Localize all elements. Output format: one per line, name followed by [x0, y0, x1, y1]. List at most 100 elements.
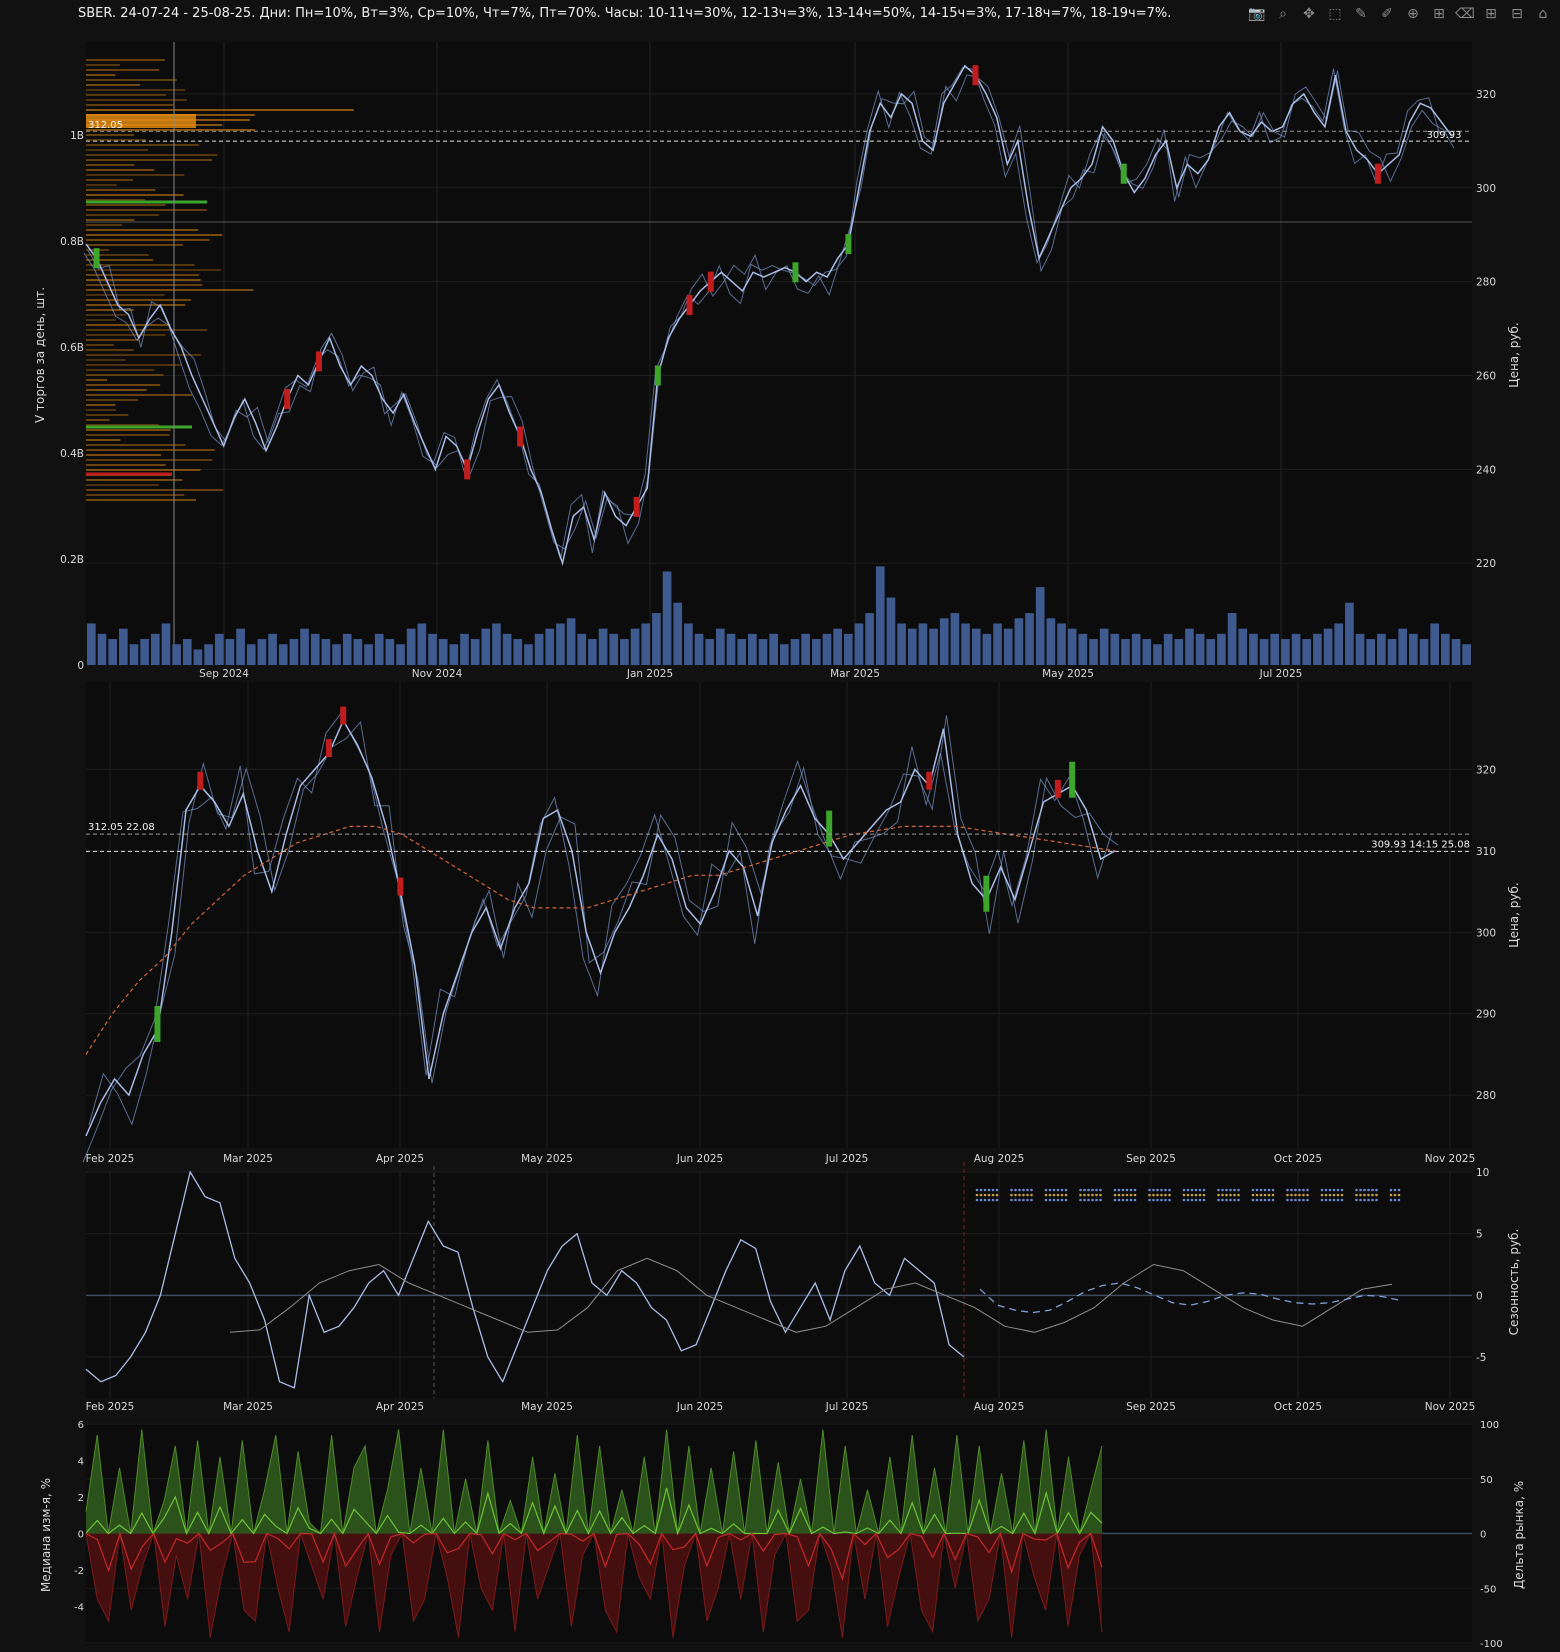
volume-bar [897, 623, 906, 665]
home-icon[interactable]: ⌂ [1538, 6, 1548, 22]
camera-icon[interactable]: 📷 [1248, 6, 1266, 22]
y-left-tick-label: 0.2B [60, 554, 84, 566]
y-right-axis-title: Цена, руб. [1507, 322, 1521, 387]
box-select-icon[interactable]: ⬚ [1328, 6, 1342, 22]
pan-icon[interactable]: ✥ [1303, 6, 1315, 22]
dot-marker [1168, 1193, 1171, 1197]
y-left-tick-label: 2 [78, 1493, 84, 1504]
dot-marker [1194, 1198, 1198, 1202]
dot-marker [1363, 1188, 1366, 1192]
dot-marker [1121, 1193, 1125, 1197]
volume-bar [1345, 602, 1354, 665]
dot-marker [1164, 1198, 1167, 1202]
dot-marker [1375, 1198, 1378, 1202]
volume-bar [300, 628, 309, 665]
x-tick-label: May 2025 [521, 1153, 573, 1165]
dot-marker [1389, 1193, 1393, 1197]
dot-marker [1095, 1188, 1098, 1192]
plot-area-3 [86, 1172, 1472, 1398]
dot-marker [995, 1188, 999, 1192]
draw-path-icon[interactable]: ✐ [1381, 6, 1393, 22]
price-line-main [85, 64, 1453, 567]
y-right-tick-label: -50 [1480, 1584, 1496, 1595]
volume-bar [438, 639, 448, 665]
zoom-out-icon[interactable]: ⊟ [1511, 6, 1523, 22]
volume-bar [385, 639, 395, 665]
volume-bar [1366, 639, 1376, 665]
x-tick-label: Jul 2025 [1259, 668, 1303, 680]
y-left-tick-label: 0.8B [60, 236, 84, 248]
dot-marker [1064, 1198, 1068, 1202]
x-tick-label: Mar 2025 [223, 1401, 273, 1413]
volume-bar [1185, 628, 1194, 665]
erase-icon[interactable]: ⌫ [1455, 6, 1475, 22]
dot-marker [1393, 1188, 1397, 1192]
volume-bar [1259, 639, 1269, 665]
draw-line-icon[interactable]: ✎ [1355, 6, 1367, 22]
y-left-tick-label: 0.4B [60, 448, 84, 460]
volume-bar [257, 639, 267, 665]
volume-bar [790, 639, 800, 665]
volume-bar [87, 623, 96, 665]
dot-marker [1152, 1198, 1155, 1202]
dot-marker [1367, 1198, 1370, 1202]
volume-bar [1153, 644, 1162, 665]
volume-bar [1163, 633, 1173, 665]
dot-marker [983, 1188, 987, 1192]
dot-marker [1336, 1198, 1340, 1202]
dot-marker [1182, 1198, 1186, 1202]
draw-rect-icon[interactable]: ⊞ [1433, 6, 1445, 22]
dot-marker [1160, 1188, 1163, 1192]
level-label: 309.93 14:15 25.08 [1371, 839, 1470, 850]
volume-bar [1387, 639, 1397, 665]
dot-marker [1056, 1198, 1060, 1202]
dot-marker [1160, 1198, 1163, 1202]
dot-marker [1202, 1193, 1206, 1197]
dot-marker [1125, 1198, 1129, 1202]
volume-bar [1323, 628, 1333, 665]
dot-marker [987, 1198, 991, 1202]
volume-bar [492, 623, 501, 665]
dot-marker [1190, 1198, 1194, 1202]
median-change-positive [85, 1487, 1103, 1536]
volume-bar [705, 639, 715, 665]
dot-marker [1148, 1193, 1151, 1197]
dot-marker [1306, 1198, 1309, 1202]
dot-marker [1083, 1193, 1086, 1197]
dot-marker [1117, 1188, 1121, 1192]
draw-circle-icon[interactable]: ⊕ [1407, 6, 1419, 22]
dot-marker [1148, 1188, 1151, 1192]
dot-marker [1010, 1198, 1013, 1202]
volume-bar [566, 618, 576, 665]
dot-marker [1129, 1188, 1133, 1192]
dot-marker [1328, 1188, 1332, 1192]
dot-marker [1022, 1198, 1025, 1202]
dot-marker [1044, 1198, 1048, 1202]
dot-marker [1221, 1198, 1224, 1202]
zoom-in-icon[interactable]: ⊞ [1485, 6, 1497, 22]
volume-bar [811, 639, 821, 665]
zoom-icon[interactable]: ⌕ [1279, 6, 1287, 22]
dot-marker [1129, 1193, 1133, 1197]
dot-marker [1363, 1193, 1366, 1197]
dot-marker [1397, 1188, 1401, 1192]
dot-marker [1355, 1198, 1358, 1202]
x-tick-label: Jun 2025 [676, 1401, 723, 1413]
volume-bar [129, 644, 139, 665]
volume-bar [1131, 633, 1141, 665]
volume-bar [577, 633, 587, 665]
dot-marker [1052, 1198, 1056, 1202]
plot-area-2 [86, 682, 1472, 1148]
y-right-tick-label: 280 [1476, 1090, 1496, 1102]
volume-bar [929, 628, 938, 665]
dot-marker [1393, 1193, 1397, 1197]
dot-marker [1286, 1193, 1289, 1197]
y-right-tick-label: 220 [1476, 558, 1496, 570]
volume-bar [1046, 618, 1056, 665]
dot-marker [1186, 1188, 1190, 1192]
candle-down [633, 496, 640, 517]
dot-marker [1355, 1193, 1358, 1197]
dot-marker [1113, 1193, 1117, 1197]
volume-bar [1025, 613, 1034, 665]
